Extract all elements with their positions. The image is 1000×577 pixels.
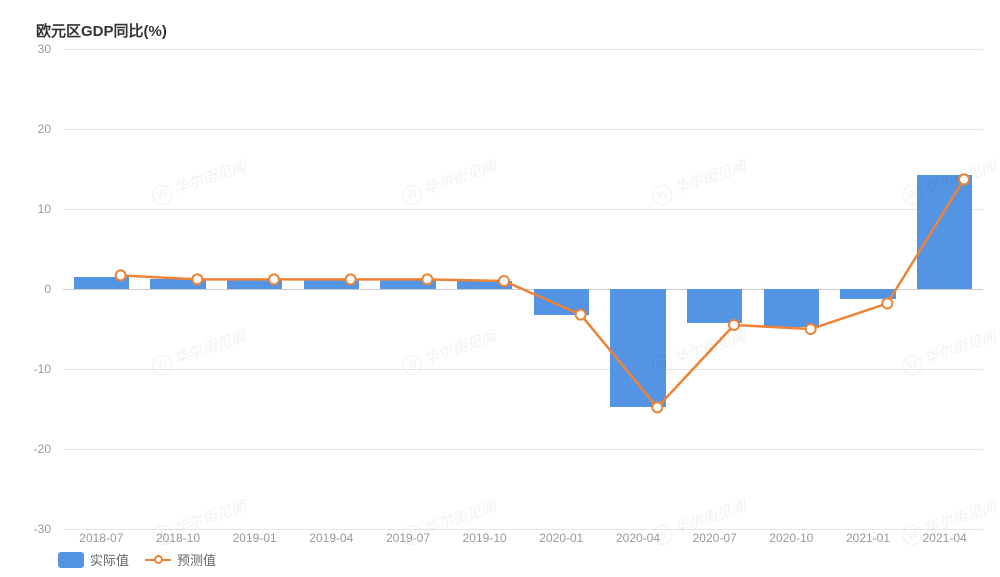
x-axis: 2018-07 2018-10 2019-01 2019-04 2019-07 2019-… xyxy=(63,529,983,549)
bar xyxy=(304,279,359,289)
y-tick-label: -10 xyxy=(34,362,51,376)
bar xyxy=(457,281,512,289)
x-tick-label: 2020-01 xyxy=(539,531,583,545)
legend-swatch-line-icon xyxy=(145,552,171,568)
x-tick-label: 2019-07 xyxy=(386,531,430,545)
x-tick-label: 2020-04 xyxy=(616,531,660,545)
y-tick-label: 10 xyxy=(38,202,51,216)
x-tick-label: 2020-07 xyxy=(693,531,737,545)
legend: 实际值 预测值 xyxy=(58,550,216,569)
y-tick-label: 20 xyxy=(38,122,51,136)
plot-area: -30-20-100102030 2018-072018-102019-0120… xyxy=(23,49,983,529)
y-tick-label: 0 xyxy=(44,282,51,296)
x-tick-label: 2019-04 xyxy=(309,531,353,545)
bar xyxy=(840,289,895,299)
y-axis: -30-20-100102030 xyxy=(23,49,59,529)
bar xyxy=(227,279,282,289)
legend-item-actual: 实际值 xyxy=(58,550,129,569)
bar xyxy=(687,289,742,323)
y-tick-label: -20 xyxy=(34,442,51,456)
bar xyxy=(534,289,589,315)
bars-layer xyxy=(63,49,983,529)
x-tick-label: 2021-01 xyxy=(846,531,890,545)
y-tick-label: 30 xyxy=(38,42,51,56)
x-tick-label: 2021-04 xyxy=(923,531,967,545)
bar xyxy=(610,289,665,407)
legend-swatch-bar-icon xyxy=(58,552,84,568)
bar xyxy=(150,279,205,289)
legend-item-forecast: 预测值 xyxy=(145,550,216,569)
bar xyxy=(764,289,819,327)
bar xyxy=(917,175,972,289)
x-tick-label: 2018-07 xyxy=(79,531,123,545)
x-tick-label: 2020-10 xyxy=(769,531,813,545)
chart-title: 欧元区GDP同比(%) xyxy=(36,20,982,41)
legend-label-actual: 实际值 xyxy=(90,550,129,569)
x-tick-label: 2019-10 xyxy=(463,531,507,545)
legend-label-forecast: 预测值 xyxy=(177,550,216,569)
x-tick-label: 2018-10 xyxy=(156,531,200,545)
chart-container: 欧元区GDP同比(%) -30-20-100102030 2018-072018… xyxy=(0,0,1000,577)
x-tick-label: 2019-01 xyxy=(233,531,277,545)
bar xyxy=(380,279,435,289)
y-tick-label: -30 xyxy=(34,522,51,536)
bar xyxy=(74,277,129,289)
